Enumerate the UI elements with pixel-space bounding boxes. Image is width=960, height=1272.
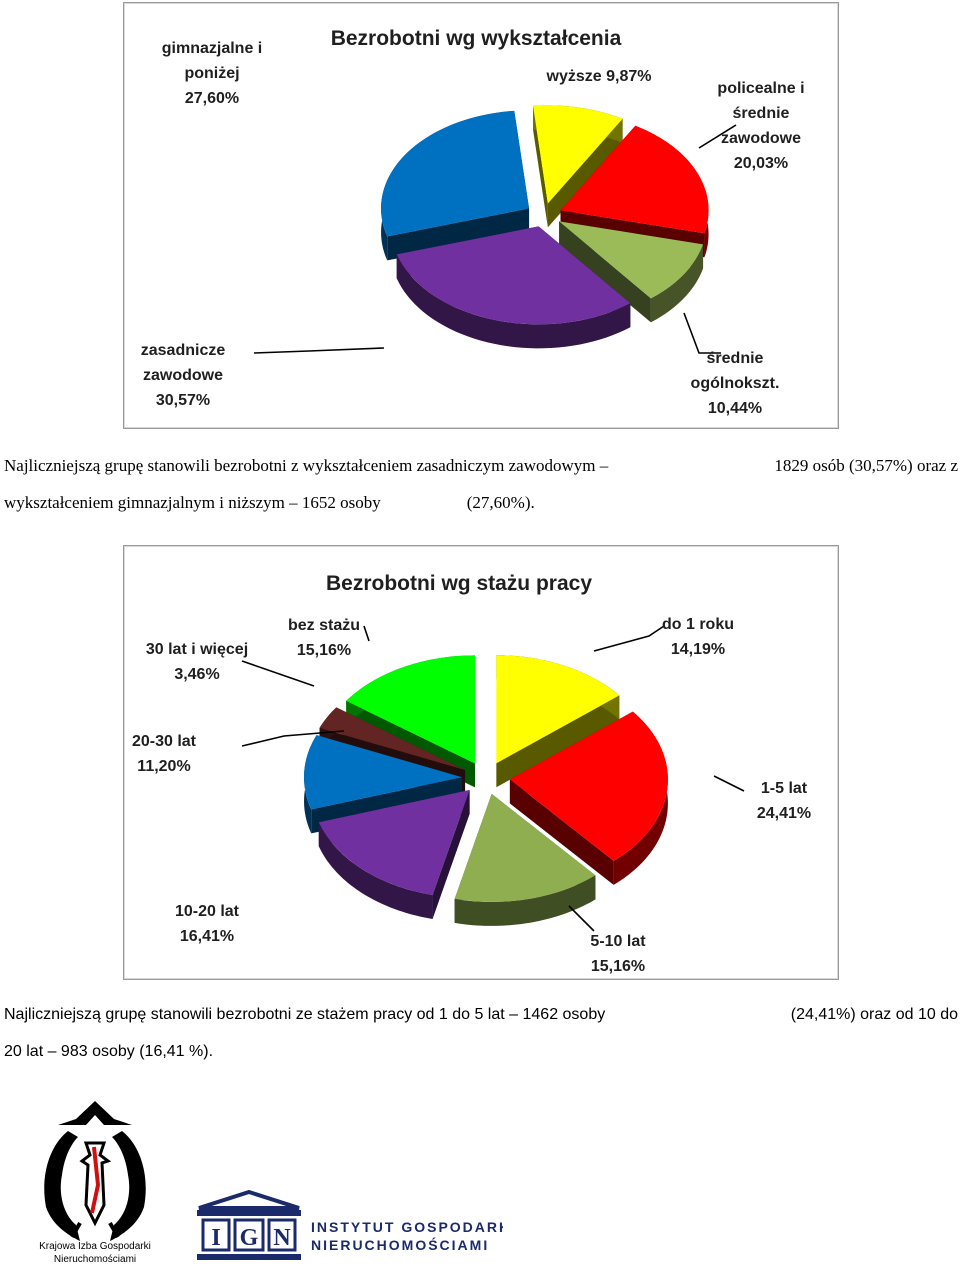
- logo-letter: N: [273, 1225, 291, 1251]
- slice-label-line: policealne i: [717, 80, 804, 97]
- leader-line: [253, 347, 385, 354]
- leader-lines: [241, 625, 745, 932]
- logo-text: Instytut Gospodarki: [311, 1219, 503, 1235]
- slice-label-line: średnie: [733, 105, 790, 122]
- education-pie-svg: Bezrobotni wg wykształcenia wyższe 9,87%…: [141, 27, 805, 417]
- slice-label-20-30-lat: 20-30 lat 11,20%: [132, 733, 197, 775]
- slice-label-line: 14,19%: [671, 641, 725, 658]
- pie-slice-s-rednie-ogo-lnokszt: [559, 221, 704, 323]
- education-summary-paragraph: Najliczniejszą grupę stanowili bezrobotn…: [4, 447, 958, 521]
- pie-slice-5-10-lat: [454, 793, 596, 926]
- chart-title: Bezrobotni wg wykształcenia: [331, 27, 622, 50]
- logo-text: Krajowa Izba Gospodarki: [39, 1241, 151, 1252]
- slice-label-zasadnicze-zawodowe: zasadnicze zawodowe 30,57%: [141, 342, 226, 409]
- slice-label-line: średnie: [707, 350, 764, 367]
- leader-line: [593, 625, 665, 652]
- slice-label-line: 3,46%: [174, 666, 219, 683]
- slice-label-policealne-i-s-rednie-zawodowe: policealne i średnie zawodowe 20,03%: [717, 80, 804, 172]
- paragraph-text: wykształceniem gimnazjalnym i niższym – …: [4, 493, 381, 512]
- slice-label-line: zawodowe: [721, 130, 801, 147]
- slice-label-line: 20-30 lat: [132, 733, 197, 750]
- slice-label-bez-staz-u: bez stażu 15,16%: [288, 617, 360, 659]
- slice-label-line: do 1 roku: [662, 616, 734, 633]
- slice-label-line: 24,41%: [757, 805, 811, 822]
- paragraph-text: (27,60%).: [466, 493, 535, 512]
- slice-labels: do 1 roku 14,19% 1-5 lat 24,41% 5-10 lat 15,1…: [132, 616, 811, 975]
- slice-label-line: poniżej: [184, 65, 239, 82]
- kign-eagle-logo: Krajowa Izba Gospodarki Nieruchomościami: [39, 1101, 151, 1265]
- leader-line: [698, 124, 737, 149]
- slice-label-line: 30,57%: [156, 392, 210, 409]
- slice-label-line: ogólnokszt.: [691, 375, 780, 392]
- slice-label-line: 1-5 lat: [761, 780, 808, 797]
- slice-label-line: bez stażu: [288, 617, 360, 634]
- slice-label-gimnazjalne-i-poniz-ej: gimnazjalne i poniżej 27,60%: [162, 40, 262, 107]
- slice-label-line: 10-20 lat: [175, 903, 240, 920]
- paragraph-text: 20 lat – 983 osoby (16,41 %).: [4, 1043, 214, 1060]
- paragraph-text: (24,41%) oraz od 10 do: [790, 1006, 958, 1023]
- slice-label-line: 11,20%: [137, 758, 190, 775]
- logo-letter: I: [211, 1225, 220, 1251]
- slice-label-line: 20,03%: [734, 155, 788, 172]
- logo-letter: G: [240, 1225, 259, 1251]
- leader-line: [568, 905, 595, 932]
- leader-line: [713, 775, 745, 792]
- leader-line: [241, 730, 345, 747]
- slice-label-line: wyższe 9,87%: [546, 68, 652, 85]
- slice-label-do-1-roku: do 1 roku 14,19%: [662, 616, 734, 658]
- pie-slice-gimnazjalne-i-poniz-ej: [381, 110, 530, 261]
- slice-label-line: 10,44%: [708, 400, 762, 417]
- pie-slice-10-20-lat: [318, 789, 470, 919]
- slice-labels: wyższe 9,87% policealne i średnie zawodowe 2…: [141, 40, 805, 417]
- work-experience-pie-svg: Bezrobotni wg stażu pracy do 1 roku 14,19…: [132, 572, 811, 975]
- pie-slice-do-1-roku: [496, 655, 620, 788]
- logo-text: Nieruchomościami: [311, 1236, 489, 1253]
- slice-label-s-rednie-ogo-lnokszt: średnie ogólnokszt. 10,44%: [691, 350, 780, 417]
- slice-label-line: 15,16%: [591, 958, 645, 975]
- ign-institute-logo: I G N Instytut Gospodarki Nieruchomościa…: [197, 1190, 503, 1260]
- leader-line: [241, 660, 315, 687]
- slice-label-line: 27,60%: [185, 90, 239, 107]
- paragraph-text: Najliczniejszą grupę stanowili bezrobotn…: [4, 1006, 606, 1023]
- slice-label-wyz-sze: wyższe 9,87%: [546, 68, 652, 85]
- pie-slice-wyz-sze: [533, 105, 623, 228]
- slice-label-line: zawodowe: [143, 367, 223, 384]
- leader-line: [363, 625, 370, 642]
- slice-label-line: gimnazjalne i: [162, 40, 262, 57]
- paragraph-text: Najliczniejszą grupę stanowili bezrobotn…: [4, 456, 609, 475]
- education-pie-chart: Bezrobotni wg wykształcenia wyższe 9,87%…: [123, 2, 839, 429]
- work-experience-summary-paragraph: Najliczniejszą grupę stanowili bezrobotn…: [4, 996, 958, 1070]
- slice-label-line: 5-10 lat: [590, 933, 646, 950]
- paragraph-text: 1829 osób (30,57%) oraz z: [774, 456, 958, 475]
- slice-label-10-20-lat: 10-20 lat 16,41%: [175, 903, 240, 945]
- slice-label-line: 30 lat i więcej: [146, 641, 248, 658]
- slice-label-30-lat-i-wie-cej: 30 lat i więcej 3,46%: [146, 641, 248, 683]
- chart-title: Bezrobotni wg stażu pracy: [326, 572, 592, 595]
- work-experience-pie-chart: Bezrobotni wg stażu pracy do 1 roku 14,19…: [123, 545, 839, 980]
- slice-label-line: 16,41%: [180, 928, 234, 945]
- pie-slice-1-5-lat: [509, 711, 668, 885]
- slice-label-line: 15,16%: [297, 642, 351, 659]
- pie-slice-zasadnicze-zawodowe: [396, 226, 631, 349]
- pie-slices: [304, 655, 668, 926]
- slice-label-line: zasadnicze: [141, 342, 226, 359]
- leader-line: [683, 312, 721, 354]
- pie-slices: [381, 105, 709, 349]
- slice-label-1-5-lat: 1-5 lat 24,41%: [757, 780, 811, 822]
- leader-lines: [253, 124, 737, 354]
- slice-label-5-10-lat: 5-10 lat 15,16%: [590, 933, 646, 975]
- logo-text: Nieruchomościami: [54, 1254, 136, 1265]
